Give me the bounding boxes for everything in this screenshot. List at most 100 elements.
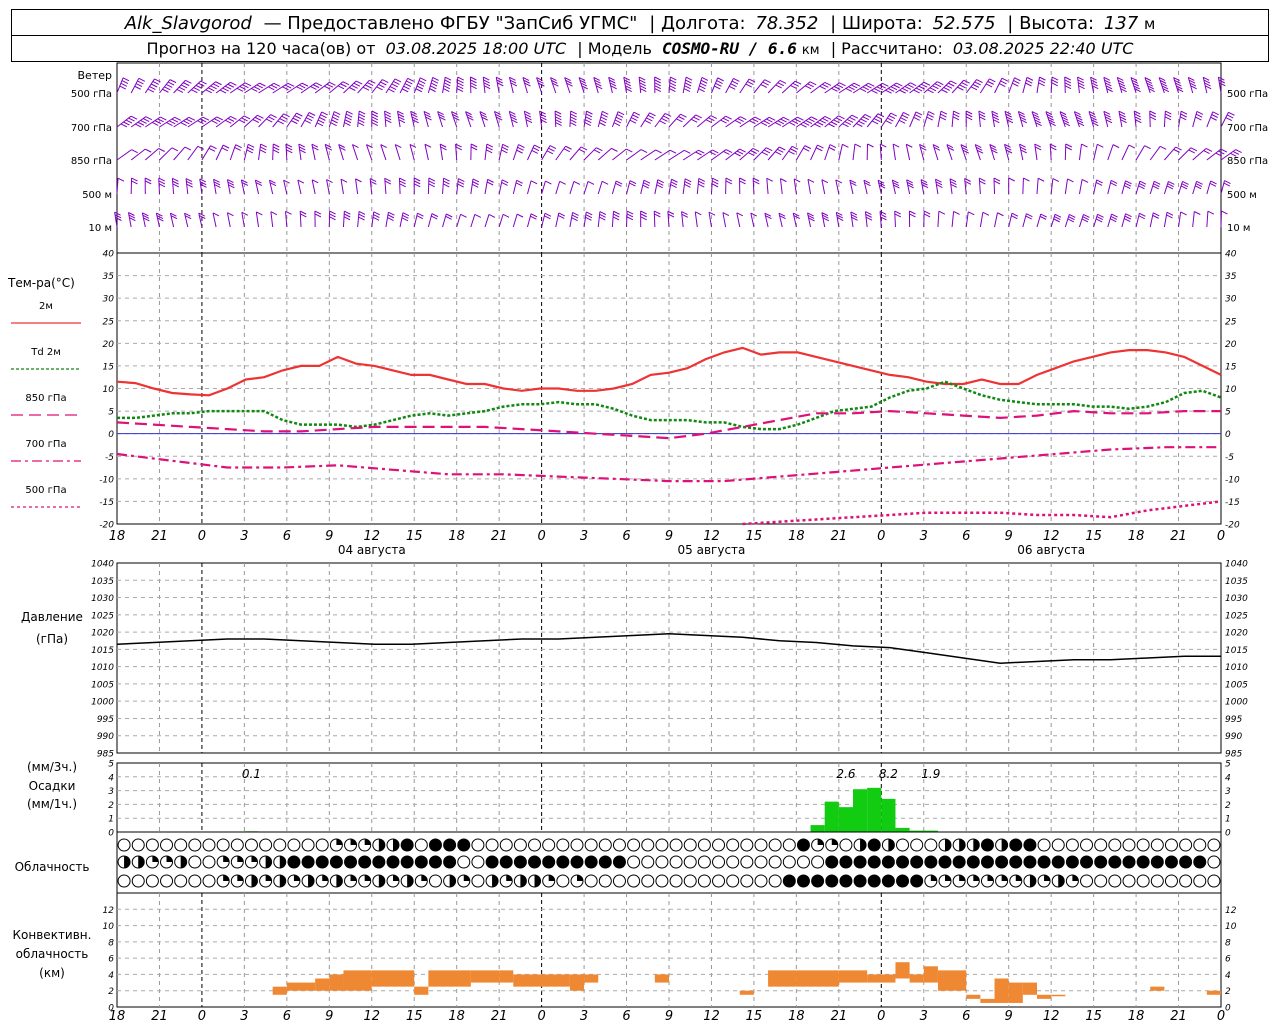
wind-barb-feather [362,86,370,91]
wind-barb-staff [523,111,528,128]
wind-barb-feather [246,149,254,154]
cloud-circle [726,838,740,852]
cloud-circle [131,874,145,888]
wind-barb-feather [470,76,477,81]
wind-barb-feather [669,82,677,87]
wind-barb-feather [1149,113,1157,118]
wind-barb-feather [865,216,873,221]
convective-bar [994,978,1009,1003]
wind-barb-feather [558,214,565,219]
wind-barb-feather [1180,113,1187,118]
pressure-ytick-left: 1010 [91,663,114,673]
wind-barb-feather [470,146,478,151]
wind-barb-feather [1054,213,1062,218]
cloud-circle [1179,838,1193,852]
wind-barb-feather [316,122,324,127]
wind-barb-staff [213,179,217,195]
time-tick-label-bottom: 3 [920,1009,928,1024]
wind-barb-feather [425,116,432,121]
wind-barb-feather [1166,185,1174,190]
wind-barb-feather [443,177,450,182]
wind-barb-feather [906,143,913,148]
wind-barb-feather [846,118,854,123]
wind-barb-feather [544,212,552,217]
cloud-circle [938,855,952,869]
wind-barb-staff [821,179,826,195]
wind-barb-feather [1117,79,1125,84]
wind-barb-feather [712,177,719,182]
wind-barb-feather [684,183,691,188]
wind-barb-feather [649,112,656,117]
wind-barb-feather [1004,110,1012,115]
wind-barb-feather [571,214,579,219]
cloud-circle [796,855,810,869]
wind-barb-feather [552,82,559,87]
wind-barb-feather [822,83,829,88]
convective-bar [1008,982,1023,1003]
wind-barb-staff [144,78,155,94]
wind-barb-feather [439,143,447,148]
convective-bar [796,970,839,987]
wind-barb-feather [748,78,756,83]
wind-barb-feather [736,150,744,155]
cloud-circle [202,874,216,888]
wind-barb-feather [266,118,273,123]
wind-barb-feather [149,86,156,90]
cloud-circle [754,838,768,852]
wind-barb-feather [1138,215,1146,220]
wind-barb-feather [775,84,782,89]
wind-barb-staff [1064,178,1068,195]
wind-barb-feather [863,179,871,184]
wind-barb-feather [524,110,531,115]
wind-barb-staff [413,77,421,94]
cloud-circle [471,874,485,888]
wind-barb-staff [240,179,245,195]
wind-barb-feather [725,115,732,120]
wind-barb-staff [243,144,249,161]
cloud-circle [768,874,782,888]
wind-barb-feather [909,213,916,218]
wind-barb-feather [540,119,547,124]
wind-barb-feather [1111,213,1118,218]
wind-barb-feather [997,212,1004,217]
wind-barb-feather [165,83,173,88]
cloud-circle [867,855,881,869]
wind-barb-feather [850,211,858,216]
wind-barb-feather [1074,111,1081,116]
wind-barb-staff [399,212,404,228]
wind-barb-feather [428,180,436,185]
wind-barb-staff [324,144,330,161]
wind-barb-feather [791,145,799,150]
wind-barb-feather [455,146,463,151]
wind-barb-feather [413,183,421,188]
wind-barb-feather [1144,77,1152,82]
wind-barb-staff [1107,180,1112,195]
wind-barb-feather [1078,85,1085,90]
wind-barb-feather [974,81,981,86]
wind-barb-feather [238,119,246,124]
cloud-circle [471,838,485,852]
wind-barb-staff [241,212,245,228]
wind-barb-feather [197,120,204,125]
wind-barb-feather [142,212,149,217]
wind-barb-feather [1180,185,1188,190]
wind-barb-feather [299,210,307,215]
wind-barb-staff [355,178,359,195]
wind-barb-feather [252,119,259,123]
wind-barb-feather [1125,180,1132,185]
wind-barb-feather [609,79,616,84]
wind-barb-feather [236,87,244,92]
wind-barb-feather [913,89,920,94]
wind-barb-feather [532,147,540,152]
wind-barb-feather [160,116,167,121]
pressure-ytick-right: 1030 [1225,594,1248,604]
time-tick-label: 6 [962,529,970,544]
cloud-circle [1023,838,1037,852]
wind-barb-feather [593,149,601,154]
wind-barb-feather [654,85,661,90]
wind-barb-staff [736,212,741,228]
wind-barb-staff [555,145,566,161]
wind-barb-feather [733,77,740,82]
wind-barb-feather [629,119,637,124]
cloud-circle [584,874,598,888]
